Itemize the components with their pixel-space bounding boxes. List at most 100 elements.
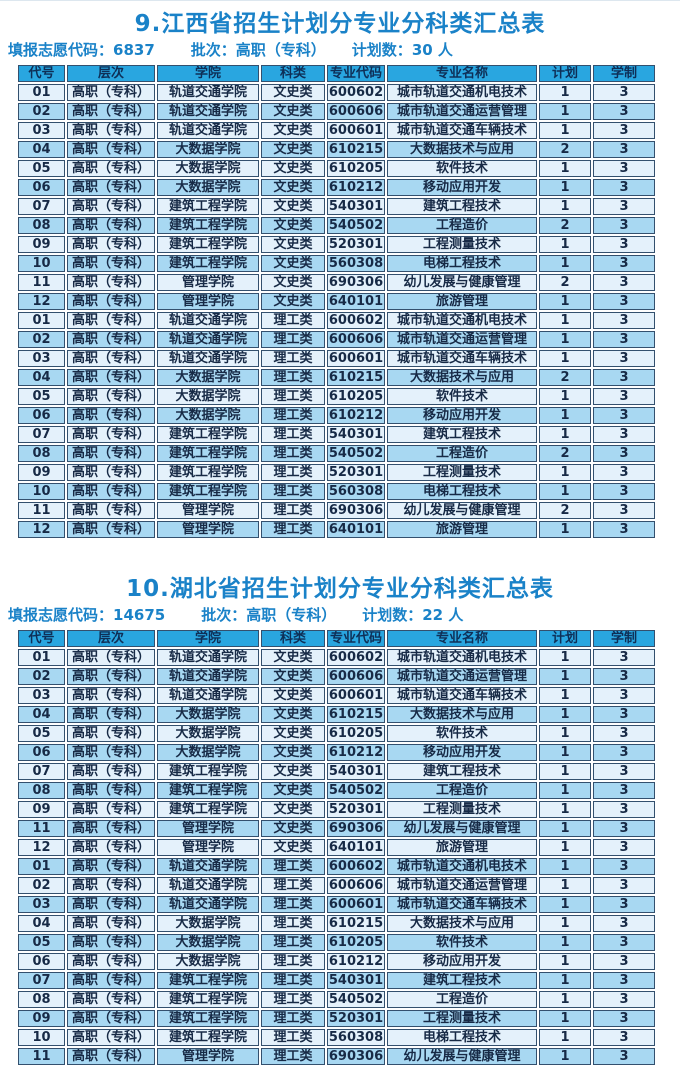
section-title-jiangxi: 9.江西省招生计划分专业分科类汇总表 [134, 11, 546, 37]
cell: 理工类 [261, 1048, 325, 1065]
cell: 3 [593, 649, 655, 666]
cell: 640101 [327, 521, 385, 538]
plan-table-hubei: 代号 层次 学院 科类 专业代码 专业名称 计划 学制 01 高职（专科） 轨道交通学院 文史类 60… [16, 628, 657, 1067]
cell: 高职（专科） [67, 103, 155, 120]
cell: 高职（专科） [67, 388, 155, 405]
cell: 01 [18, 649, 65, 666]
cell: 02 [18, 668, 65, 685]
plan-label: 计划数： [351, 41, 412, 59]
cell: 高职（专科） [67, 953, 155, 970]
cell: 文史类 [261, 84, 325, 101]
cell: 高职（专科） [67, 649, 155, 666]
cell: 610205 [327, 934, 385, 951]
cell: 1 [539, 953, 591, 970]
cell: 文史类 [261, 103, 325, 120]
cell: 工程测量技术 [387, 801, 537, 818]
cell: 软件技术 [387, 725, 537, 742]
cell: 理工类 [261, 1010, 325, 1027]
cell: 文史类 [261, 255, 325, 272]
cell: 03 [18, 687, 65, 704]
cell: 3 [593, 388, 655, 405]
table-row: 12 高职（专科） 管理学院 文史类 640101 旅游管理 1 3 [18, 293, 655, 310]
cell: 城市轨道交通车辆技术 [387, 122, 537, 139]
cell: 理工类 [261, 388, 325, 405]
cell: 大数据学院 [157, 934, 259, 951]
cell: 3 [593, 972, 655, 989]
cell: 电梯工程技术 [387, 1029, 537, 1046]
table-row: 04 高职（专科） 大数据学院 理工类 610215 大数据技术与应用 2 3 [18, 369, 655, 386]
cell: 轨道交通学院 [157, 687, 259, 704]
cell: 690306 [327, 1048, 385, 1065]
cell: 建筑工程学院 [157, 972, 259, 989]
table-row: 03 高职（专科） 轨道交通学院 文史类 600601 城市轨道交通车辆技术 1 3 [18, 687, 655, 704]
cell: 3 [593, 369, 655, 386]
cell: 11 [18, 274, 65, 291]
cell: 610212 [327, 179, 385, 196]
cell: 600606 [327, 103, 385, 120]
cell: 1 [539, 407, 591, 424]
cell: 理工类 [261, 407, 325, 424]
cell: 高职（专科） [67, 668, 155, 685]
cell: 560308 [327, 1029, 385, 1046]
cell: 管理学院 [157, 293, 259, 310]
cell: 文史类 [261, 839, 325, 856]
cell: 3 [593, 896, 655, 913]
cell: 高职（专科） [67, 820, 155, 837]
cell: 城市轨道交通车辆技术 [387, 350, 537, 367]
batch-value: 高职（专科） [235, 41, 326, 59]
cell: 工程造价 [387, 991, 537, 1008]
cell: 大数据学院 [157, 744, 259, 761]
cell: 3 [593, 839, 655, 856]
cell: 大数据技术与应用 [387, 915, 537, 932]
cell: 高职（专科） [67, 217, 155, 234]
table-row: 01 高职（专科） 轨道交通学院 文史类 600602 城市轨道交通机电技术 1 3 [18, 649, 655, 666]
cell: 3 [593, 521, 655, 538]
column-header: 专业名称 [387, 65, 537, 82]
cell: 3 [593, 445, 655, 462]
cell: 1 [539, 668, 591, 685]
cell: 理工类 [261, 953, 325, 970]
cell: 01 [18, 84, 65, 101]
table-row: 11 高职（专科） 管理学院 理工类 690306 幼儿发展与健康管理 2 3 [18, 502, 655, 519]
cell: 轨道交通学院 [157, 668, 259, 685]
cell: 08 [18, 217, 65, 234]
table-body: 01 高职（专科） 轨道交通学院 文史类 600602 城市轨道交通机电技术 1 3 02 高职（… [18, 649, 655, 1065]
cell: 1 [539, 858, 591, 875]
cell: 高职（专科） [67, 312, 155, 329]
cell: 高职（专科） [67, 763, 155, 780]
cell: 移动应用开发 [387, 179, 537, 196]
cell: 540502 [327, 445, 385, 462]
column-header: 代号 [18, 65, 65, 82]
cell: 1 [539, 782, 591, 799]
cell: 1 [539, 331, 591, 348]
cell: 640101 [327, 839, 385, 856]
cell: 高职（专科） [67, 179, 155, 196]
column-header: 科类 [261, 65, 325, 82]
cell: 理工类 [261, 877, 325, 894]
table-row: 03 高职（专科） 轨道交通学院 文史类 600601 城市轨道交通车辆技术 1 3 [18, 122, 655, 139]
cell: 旅游管理 [387, 293, 537, 310]
column-header: 计划 [539, 65, 591, 82]
cell: 建筑工程技术 [387, 198, 537, 215]
cell: 520301 [327, 801, 385, 818]
cell: 3 [593, 877, 655, 894]
cell: 3 [593, 464, 655, 481]
cell: 1 [539, 915, 591, 932]
cell: 1 [539, 350, 591, 367]
cell: 高职（专科） [67, 782, 155, 799]
cell: 城市轨道交通运营管理 [387, 877, 537, 894]
cell: 3 [593, 706, 655, 723]
cell: 3 [593, 1029, 655, 1046]
cell: 移动应用开发 [387, 407, 537, 424]
cell: 文史类 [261, 820, 325, 837]
cell: 文史类 [261, 801, 325, 818]
cell: 3 [593, 915, 655, 932]
batch-label: 批次： [190, 41, 236, 59]
cell: 文史类 [261, 160, 325, 177]
column-header: 层次 [67, 630, 155, 647]
cell: 理工类 [261, 350, 325, 367]
cell: 轨道交通学院 [157, 312, 259, 329]
cell: 建筑工程技术 [387, 972, 537, 989]
table-row: 03 高职（专科） 轨道交通学院 理工类 600601 城市轨道交通车辆技术 1 3 [18, 350, 655, 367]
cell: 城市轨道交通运营管理 [387, 103, 537, 120]
